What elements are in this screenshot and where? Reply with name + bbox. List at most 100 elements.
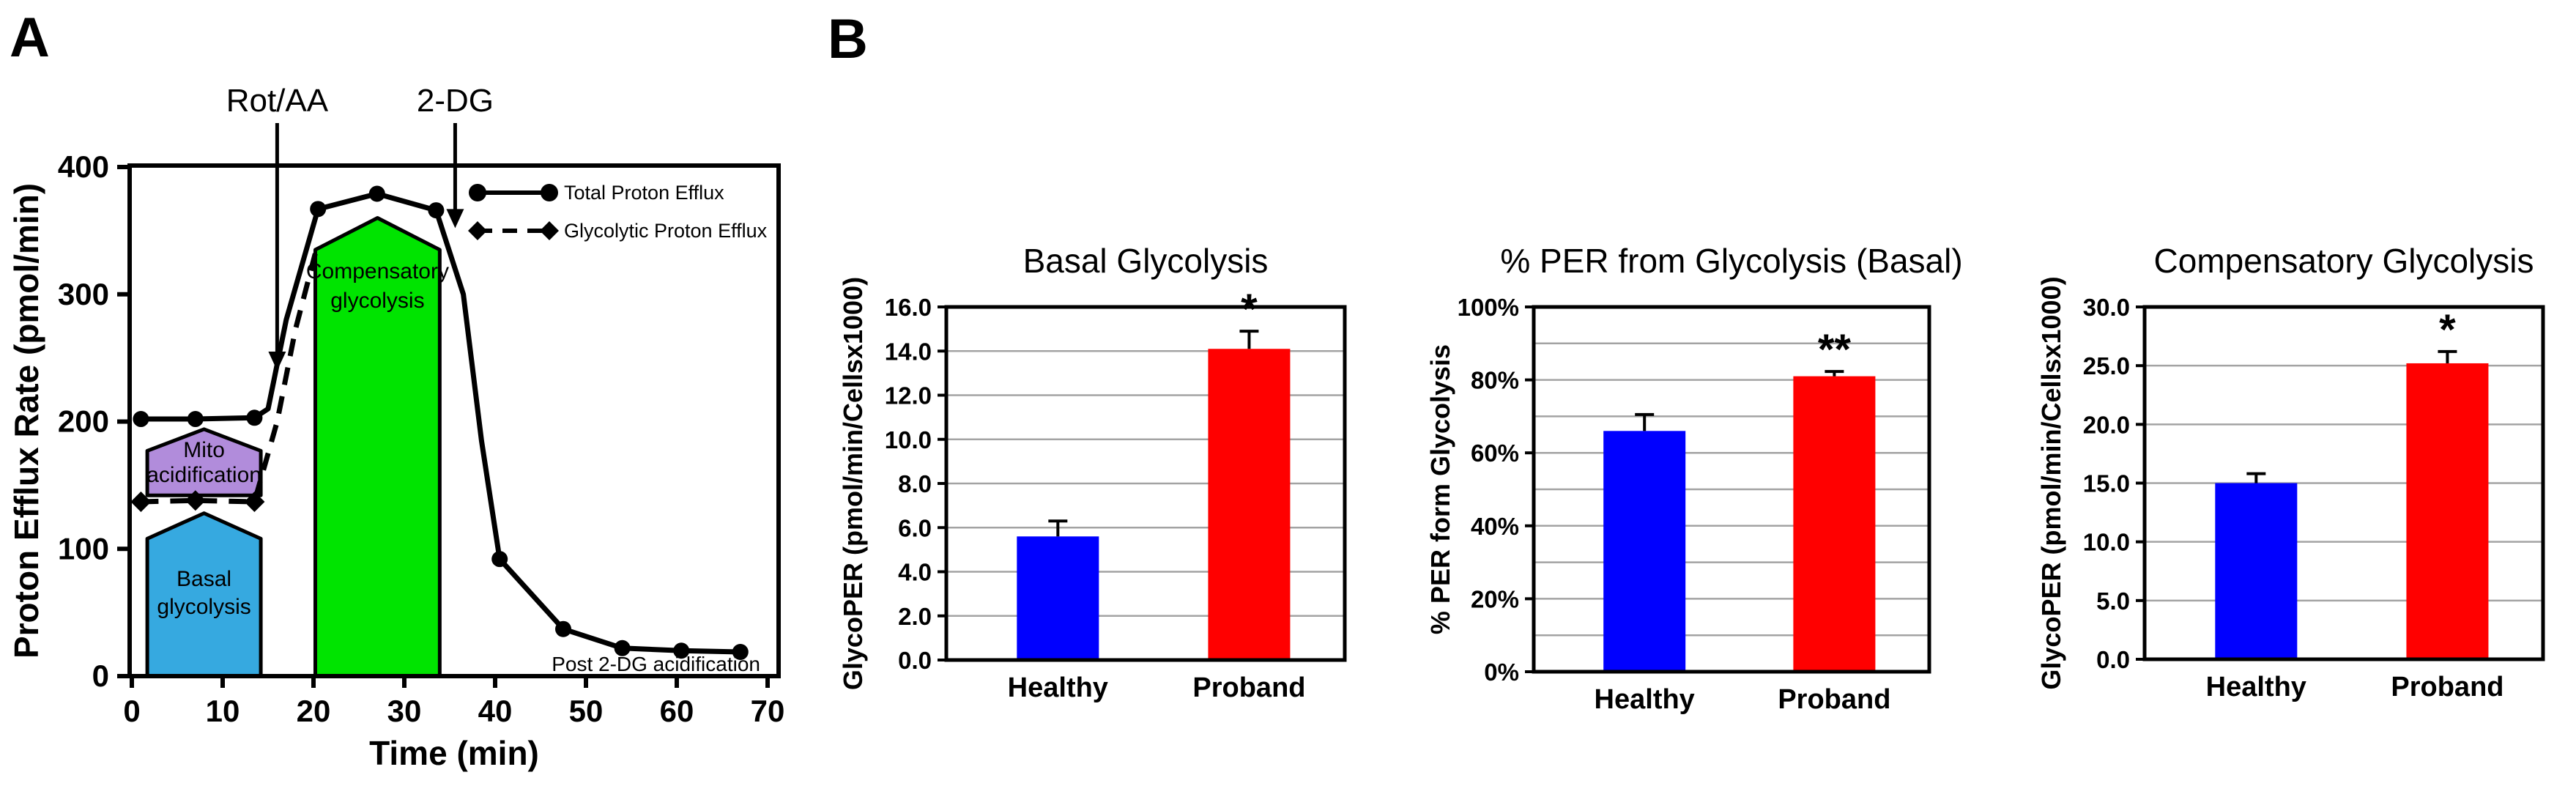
category-label-healthy: Healthy <box>1595 684 1695 715</box>
y-tick-label: 15.0 <box>2083 470 2130 497</box>
marker-circle-total-proton-efflux <box>732 643 749 660</box>
marker-circle-total-proton-efflux <box>614 639 631 656</box>
region-label-compensatory-glycolysis: glycolysis <box>330 289 424 313</box>
y-tick-label: 60% <box>1471 440 1519 467</box>
y-tick-label: 10.0 <box>2083 529 2130 556</box>
x-tick-label: 70 <box>751 694 785 728</box>
y-tick-label: 16.0 <box>885 294 932 321</box>
bar-healthy <box>1017 536 1099 660</box>
x-tick-label: 50 <box>569 694 604 728</box>
y-tick-label: 40% <box>1471 513 1519 540</box>
category-label-healthy: Healthy <box>1008 672 1108 703</box>
y-tick-label: 400 <box>58 149 109 184</box>
annotation-label-rot-aa: Rot/AA <box>226 83 329 119</box>
legend-marker-circle <box>541 184 558 201</box>
marker-diamond-glycolytic-proton-efflux <box>244 491 265 512</box>
chart-title: % PER from Glycolysis (Basal) <box>1500 242 1962 280</box>
plot-frame <box>1532 305 1931 674</box>
y-axis-label: GlycoPER (pmol/min/Cellsx1000) <box>838 277 868 690</box>
y-tick-label: 100 <box>58 531 109 566</box>
chart-title: Compensatory Glycolysis <box>2154 242 2534 280</box>
marker-diamond-glycolytic-proton-efflux <box>185 490 206 511</box>
annotation-label-2-dg: 2-DG <box>417 83 494 119</box>
chart-title: Basal Glycolysis <box>1023 242 1269 280</box>
region-label-compensatory-glycolysis: Compensatory <box>306 259 449 283</box>
y-tick-label: 8.0 <box>898 470 932 497</box>
post-2dg-note: Post 2-DG acidification <box>552 653 760 675</box>
y-tick-label: 10.0 <box>885 426 932 453</box>
marker-circle-total-proton-efflux <box>555 620 571 637</box>
category-label-proband: Proband <box>1192 672 1305 703</box>
marker-circle-total-proton-efflux <box>673 642 690 659</box>
y-tick-label: 4.0 <box>898 559 932 586</box>
y-tick-label: 2.0 <box>898 603 932 630</box>
marker-circle-total-proton-efflux <box>368 185 385 202</box>
x-tick-label: 30 <box>387 694 422 728</box>
y-tick-label: 0% <box>1484 659 1519 686</box>
legend-label: Glycolytic Proton Efflux <box>564 220 768 242</box>
bar-chart-per-from-glycolysis-basal: % PER from Glycolysis (Basal) % PER form … <box>1425 242 1963 715</box>
significance-marker: * <box>1241 286 1258 333</box>
y-tick-label: 300 <box>58 277 109 311</box>
marker-circle-total-proton-efflux <box>187 411 204 428</box>
bar-healthy <box>1603 431 1686 672</box>
region-label-mito-acidification: Mito <box>183 438 225 462</box>
significance-marker: ** <box>1818 326 1852 374</box>
marker-circle-total-proton-efflux <box>428 202 445 219</box>
legend-item-total-proton-efflux: Total Proton Efflux <box>469 182 724 204</box>
annotation-arrowhead-2-dg <box>446 209 464 229</box>
y-tick-label: 5.0 <box>2096 587 2130 615</box>
y-axis-label: % PER form Glycolysis <box>1425 344 1455 634</box>
y-tick-label: 20% <box>1471 585 1519 612</box>
legend-marker-diamond <box>540 221 559 240</box>
marker-circle-total-proton-efflux <box>491 551 508 568</box>
y-tick-label: 100% <box>1458 294 1519 321</box>
region-label-mito-acidification: acidification <box>146 463 261 487</box>
x-tick-label: 60 <box>660 694 694 728</box>
x-axis-label: Time (min) <box>369 734 539 772</box>
y-tick-label: 20.0 <box>2083 411 2130 438</box>
category-label-healthy: Healthy <box>2206 672 2306 702</box>
bar-healthy <box>2215 483 2298 659</box>
legend-item-glycolytic-proton-efflux: Glycolytic Proton Efflux <box>468 220 768 242</box>
bar-chart-compensatory-glycolysis: Compensatory Glycolysis GlycoPER (pmol/mi… <box>2036 242 2545 702</box>
x-tick-label: 20 <box>297 694 331 728</box>
bar-proband <box>1208 349 1291 660</box>
y-tick-label: 0 <box>92 659 109 693</box>
significance-marker: * <box>2439 306 2456 354</box>
category-label-proband: Proband <box>2391 672 2503 702</box>
x-tick-label: 10 <box>206 694 240 728</box>
legend-marker-diamond <box>468 221 487 240</box>
panel-b-label: B <box>828 8 868 70</box>
y-tick-label: 30.0 <box>2083 294 2130 321</box>
y-tick-label: 25.0 <box>2083 352 2130 379</box>
x-tick-label: 0 <box>123 694 140 728</box>
y-tick-label: 80% <box>1471 367 1519 394</box>
marker-circle-total-proton-efflux <box>133 411 149 428</box>
region-mito-acidification <box>145 427 263 497</box>
bar-proband <box>1793 376 1876 672</box>
marker-diamond-glycolytic-proton-efflux <box>130 491 152 512</box>
y-axis-label: Proton Efflux Rate (pmol/min) <box>7 183 45 659</box>
y-tick-label: 6.0 <box>898 514 932 541</box>
marker-circle-total-proton-efflux <box>246 409 263 426</box>
region-label-basal-glycolysis: Basal <box>177 567 231 591</box>
y-tick-label: 14.0 <box>885 338 932 365</box>
marker-circle-total-proton-efflux <box>310 201 327 218</box>
bar-proband <box>2406 363 2489 659</box>
y-tick-label: 200 <box>58 404 109 439</box>
legend-marker-circle <box>469 184 486 201</box>
region-label-basal-glycolysis: glycolysis <box>157 595 250 619</box>
y-tick-label: 12.0 <box>885 382 932 409</box>
y-axis-label: GlycoPER (pmol/min/Cellsx1000) <box>2036 276 2066 689</box>
y-tick-label: 0.0 <box>2096 646 2130 673</box>
y-tick-label: 0.0 <box>898 647 932 674</box>
x-tick-label: 40 <box>478 694 513 728</box>
category-label-proband: Proband <box>1778 684 1890 715</box>
region-compensatory-glycolysis <box>313 216 442 678</box>
legend-label: Total Proton Efflux <box>564 182 724 204</box>
panel-a-label: A <box>10 7 50 69</box>
